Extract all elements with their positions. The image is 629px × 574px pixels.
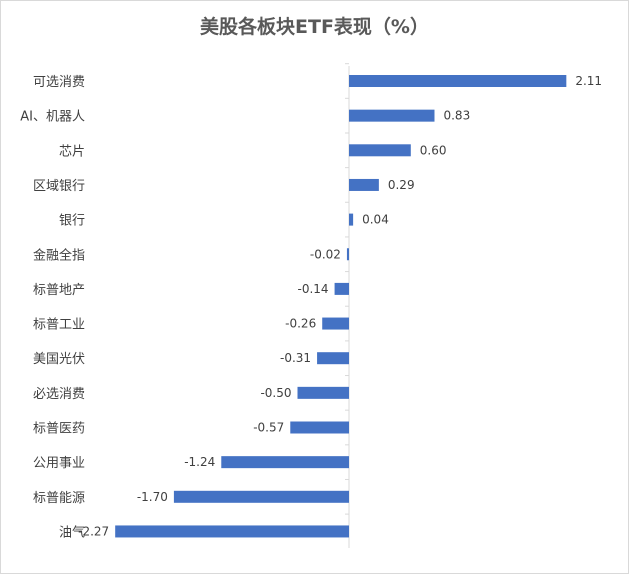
category-label: 芯片 <box>59 144 85 159</box>
bar <box>346 248 349 261</box>
bar <box>290 421 349 434</box>
category-label: 美国光伏 <box>33 352 85 367</box>
bar <box>349 109 435 122</box>
category-label: 油气 <box>59 524 85 540</box>
value-label: -0.14 <box>298 282 329 296</box>
value-label: 0.29 <box>388 178 415 192</box>
bar <box>297 386 349 399</box>
value-label: 2.11 <box>575 74 602 88</box>
chart-title: 美股各板块ETF表现（%） <box>200 16 429 38</box>
category-label: 标普地产 <box>33 283 85 298</box>
bar <box>349 178 379 191</box>
value-label: -0.57 <box>253 421 284 435</box>
value-label: 0.83 <box>443 109 470 123</box>
bar <box>322 317 349 330</box>
bar <box>349 213 354 226</box>
value-label: -2.27 <box>78 524 109 538</box>
category-label: 标普医药 <box>33 422 85 437</box>
category-label: 公用事业 <box>33 456 85 471</box>
bar <box>115 525 349 538</box>
bar <box>173 490 349 503</box>
category-label: 标普工业 <box>33 318 85 333</box>
bar <box>317 352 349 365</box>
bar <box>349 75 567 87</box>
value-label: -0.31 <box>280 351 311 365</box>
category-label: 银行 <box>59 214 85 229</box>
value-label: -0.50 <box>260 386 291 400</box>
category-label: 标普能源 <box>33 491 85 506</box>
value-label: -0.26 <box>285 317 316 331</box>
value-label: -1.24 <box>184 455 215 469</box>
value-label: -1.70 <box>137 490 168 504</box>
bar <box>221 456 349 469</box>
category-label: 区域银行 <box>33 179 85 194</box>
bar <box>334 282 349 295</box>
value-label: -0.02 <box>310 247 341 261</box>
category-label: 金融全指 <box>33 247 85 263</box>
bar <box>349 144 411 157</box>
category-label: 可选消费 <box>33 75 85 90</box>
value-label: 0.60 <box>420 143 447 157</box>
category-label: AI、机器人 <box>20 110 85 125</box>
value-label: 0.04 <box>362 213 389 227</box>
category-label: 必选消费 <box>33 387 85 402</box>
